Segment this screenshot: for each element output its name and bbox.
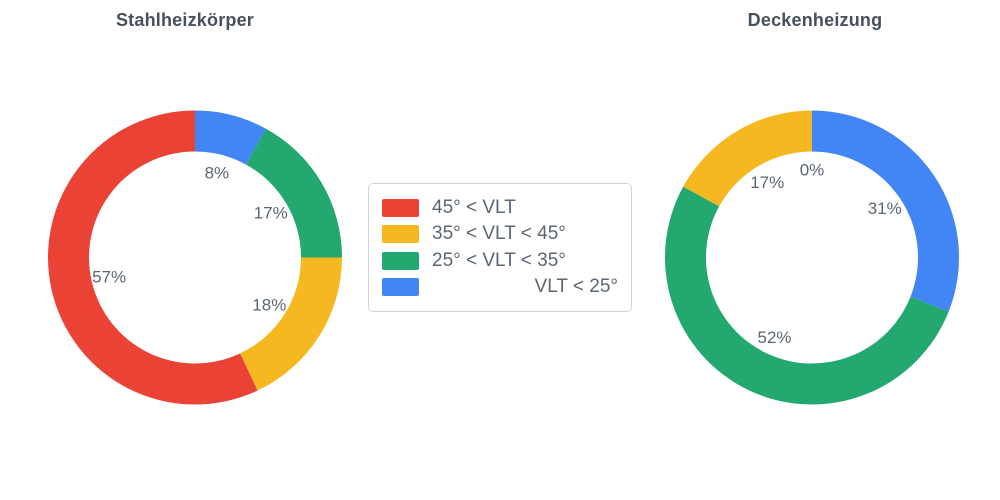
percent-label: 0%: [800, 161, 825, 180]
legend-item-label: 25° < VLT < 35°: [432, 249, 566, 271]
legend-swatch-blue: [382, 278, 419, 297]
percent-label: 17%: [254, 204, 288, 223]
chart-title-deckenheizung: Deckenheizung: [747, 10, 883, 30]
legend-swatch-green: [382, 251, 419, 270]
legend-item-vlt-25[interactable]: VLT < 25°: [382, 275, 618, 300]
percent-label: 8%: [205, 163, 230, 182]
legend-item-45-vlt[interactable]: 45° < VLT: [382, 195, 618, 220]
donut-segment: [683, 110, 812, 207]
legend-item-label: 35° < VLT < 45°: [432, 223, 566, 245]
donut-chart-deckenheizung: 0% 17% 52% 31%: [664, 110, 959, 405]
percent-label: 57%: [92, 268, 126, 287]
legend: 45° < VLT 35° < VLT < 45° 25° < VLT < 35…: [368, 183, 632, 312]
donut-segment: [812, 110, 959, 312]
percent-label: 18%: [252, 296, 286, 315]
legend-item-label: 45° < VLT: [432, 196, 516, 218]
chart-title-stahlheizkoerper: Stahlheizkörper: [115, 10, 255, 30]
donut-chart-stahlheizkoerper: 57% 18% 17% 8%: [48, 110, 342, 405]
donut-segment: [195, 110, 266, 165]
percent-label: 31%: [868, 199, 902, 218]
donut-segment: [664, 186, 949, 405]
donut-segment: [246, 128, 342, 258]
legend-item-label: VLT < 25°: [534, 276, 618, 298]
legend-item-35-45[interactable]: 35° < VLT < 45°: [382, 222, 618, 247]
legend-item-25-35[interactable]: 25° < VLT < 35°: [382, 248, 618, 273]
percent-label: 52%: [758, 328, 792, 347]
legend-swatch-yellow: [382, 225, 419, 244]
legend-swatch-red: [382, 198, 419, 217]
percent-label: 17%: [750, 173, 784, 192]
donut-segment: [48, 110, 258, 405]
donut-segment: [240, 257, 342, 391]
